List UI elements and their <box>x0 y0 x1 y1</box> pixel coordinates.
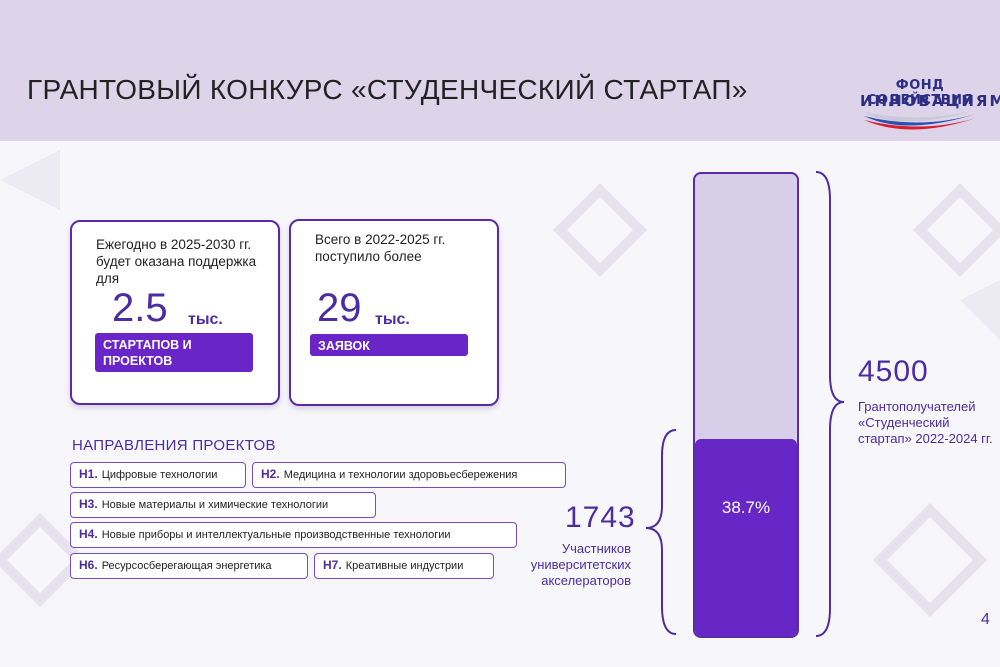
direction-item: Н7. Креативные индустрии <box>314 553 494 579</box>
participants-share-fill <box>695 439 797 636</box>
support-number: 2.5 <box>112 286 168 330</box>
page-title: ГРАНТОВЫЙ КОНКУРС «СТУДЕНЧЕСКИЙ СТАРТАП» <box>27 74 748 105</box>
flag-swoosh-icon <box>864 110 976 130</box>
grantees-bar <box>693 172 799 638</box>
participants-total: 1743 <box>565 501 636 534</box>
logo-line-2: ИННОВАЦИЯМ <box>860 92 1000 110</box>
direction-code: Н7. <box>323 558 342 572</box>
applications-tag: ЗАЯВОК <box>310 334 468 356</box>
support-unit: тыс. <box>188 311 223 328</box>
direction-item: Н2. Медицина и технологии здоровьесбереже… <box>252 462 566 488</box>
direction-item: Н4. Новые приборы и интеллектуальные прои… <box>70 522 517 548</box>
applications-card: Всего в 2022-2025 гг. поступило более 29… <box>289 219 499 406</box>
participants-label: Участников университетских акселераторов <box>530 541 631 588</box>
direction-item: Н3. Новые материалы и химические технолог… <box>70 492 376 518</box>
startups-tag: СТАРТАПОВ И ПРОЕКТОВ <box>95 333 253 372</box>
applications-number: 29 <box>317 286 362 330</box>
direction-label: Ресурсосберегающая энергетика <box>101 560 272 572</box>
participants-brace <box>645 429 677 635</box>
direction-label: Медицина и технологии здоровьесбережения <box>283 469 518 481</box>
direction-code: Н4. <box>79 527 98 541</box>
direction-label: Креативные индустрии <box>345 560 464 572</box>
grantees-total: 4500 <box>858 355 929 388</box>
direction-code: Н1. <box>79 467 98 481</box>
direction-item: Н6. Ресурсосберегающая энергетика <box>70 553 308 579</box>
direction-item: Н1. Цифровые технологии <box>70 462 246 488</box>
header-band <box>0 0 1000 141</box>
support-text: Ежегодно в 2025-2030 гг. будет оказана п… <box>96 237 257 286</box>
direction-code: Н3. <box>79 497 98 511</box>
direction-label: Цифровые технологии <box>101 469 218 481</box>
grantees-label: Грантополучателей «Студенческий стартап»… <box>858 399 993 446</box>
direction-label: Новые приборы и интеллектуальные произво… <box>101 529 451 541</box>
applications-text: Всего в 2022-2025 гг. поступило более <box>315 232 446 264</box>
fund-logo: ФОНД СОДЕЙСТВИЯ ИННОВАЦИЯМ <box>860 78 1000 134</box>
logo-line-1: ФОНД СОДЕЙСТВИЯ <box>866 78 974 108</box>
support-card: Ежегодно в 2025-2030 гг. будет оказана п… <box>70 220 280 405</box>
direction-label: Новые материалы и химические технологии <box>101 499 329 511</box>
direction-code: Н6. <box>79 558 98 572</box>
page-number: 4 <box>981 611 990 628</box>
applications-unit: тыс. <box>375 311 410 328</box>
share-percentage: 38.7% <box>721 497 771 517</box>
total-brace <box>815 171 845 637</box>
direction-code: Н2. <box>261 467 280 481</box>
directions-title: НАПРАВЛЕНИЯ ПРОЕКТОВ <box>72 437 276 454</box>
